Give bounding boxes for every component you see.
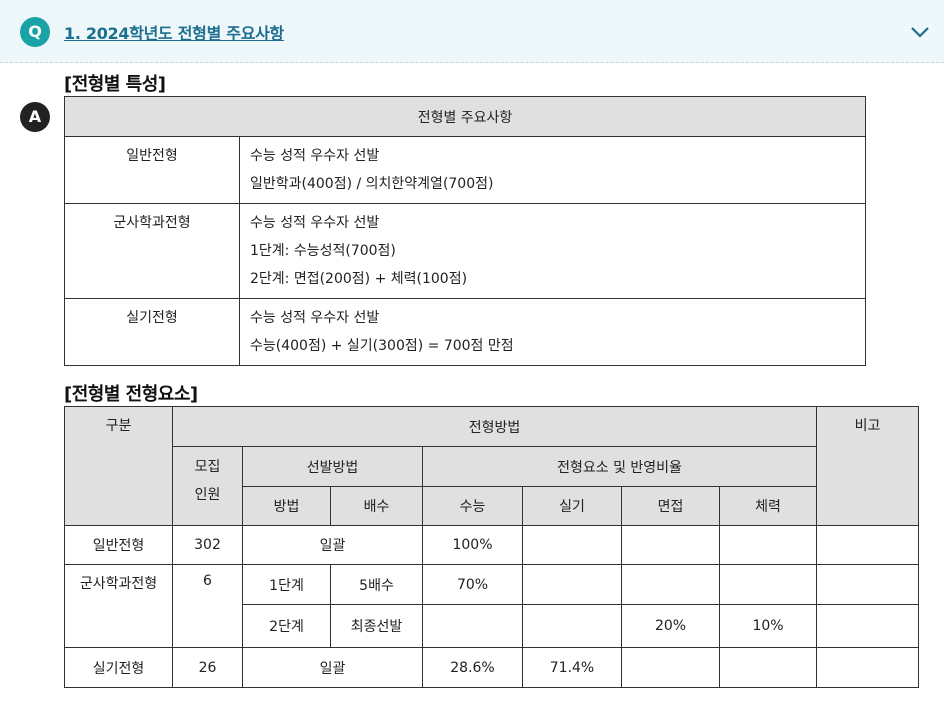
admission-type: 일반전형 — [64, 525, 173, 565]
interview-value — [621, 647, 720, 688]
elements-table: 구분 전형방법 비고 모집 인원 선발방법 전형요소 및 반영비율 방법 배수 … — [64, 406, 920, 688]
header-interview: 면접 — [621, 486, 720, 526]
header-elements: 전형요소 및 반영비율 — [421, 446, 818, 487]
table-row: 실기전형 수능 성적 우수자 선발 수능(400점) + 실기(300점) = … — [64, 298, 866, 366]
suneung-value: 70% — [422, 564, 523, 605]
interview-value — [621, 525, 720, 565]
fitness-value — [718, 525, 818, 565]
header-selection: 선발방법 — [242, 446, 423, 487]
detail-line: 수능 성적 우수자 선발 — [250, 215, 380, 231]
quota-value: 302 — [172, 525, 243, 565]
table-header-row: 전형별 주요사항 — [64, 96, 866, 137]
header-sel-method: 방법 — [242, 486, 331, 526]
admission-type: 군사학과전형 — [64, 564, 173, 648]
interview-value: 20% — [621, 604, 720, 648]
header-gubun: 구분 — [64, 406, 173, 526]
admission-type: 일반전형 — [64, 136, 240, 204]
table-row: 군사학과전형 6 1단계 5배수 70% — [64, 564, 920, 648]
admission-details: 수능 성적 우수자 선발 수능(400점) + 실기(300점) = 700점 … — [239, 298, 866, 366]
table-row: 일반전형 수능 성적 우수자 선발 일반학과(400점) / 의치한약계열(70… — [64, 136, 866, 204]
detail-line: 수능 성적 우수자 선발 — [250, 310, 380, 326]
interview-value — [621, 564, 720, 605]
fitness-value — [718, 564, 818, 605]
detail-line: 일반학과(400점) / 의치한약계열(700점) — [250, 176, 494, 192]
header-suneung: 수능 — [422, 486, 523, 526]
header-multiple: 배수 — [330, 486, 423, 526]
quota-value: 6 — [172, 564, 243, 648]
suneung-value: 28.6% — [422, 647, 523, 688]
quota-value: 26 — [172, 647, 243, 688]
header-fitness: 체력 — [718, 486, 818, 526]
detail-line: 1단계: 수능성적(700점) — [250, 243, 396, 259]
faq-question-header[interactable]: Q 1. 2024학년도 전형별 주요사항 — [0, 0, 944, 63]
table-row: 실기전형 26 일괄 28.6% 71.4% — [64, 647, 920, 688]
suneung-value — [422, 604, 523, 648]
fitness-value: 10% — [718, 604, 818, 648]
selection-method: 1단계 — [242, 564, 331, 605]
selection-method: 일괄 — [242, 525, 423, 565]
header-remark: 비고 — [816, 406, 920, 526]
suneung-value: 100% — [422, 525, 523, 565]
table-header-row: 모집 인원 선발방법 전형요소 및 반영비율 — [65, 446, 919, 526]
remark-value — [816, 647, 920, 688]
table-row: 일반전형 302 일괄 100% — [64, 525, 920, 565]
practical-value — [522, 604, 622, 648]
table-header: 전형별 주요사항 — [64, 96, 866, 137]
characteristics-table: 전형별 주요사항 일반전형 수능 성적 우수자 선발 일반학과(400점) / … — [64, 96, 866, 366]
practical-value — [522, 564, 622, 605]
detail-line: 2단계: 면접(200점) + 체력(100점) — [250, 271, 468, 287]
faq-question-title[interactable]: 1. 2024학년도 전형별 주요사항 — [64, 24, 284, 43]
multiple-value: 최종선발 — [330, 604, 423, 648]
admission-type: 실기전형 — [64, 647, 173, 688]
section-title-characteristics: [전형별 특성] — [64, 74, 166, 95]
table-row: 군사학과전형 수능 성적 우수자 선발 1단계: 수능성적(700점) 2단계:… — [64, 203, 866, 299]
remark-value — [816, 604, 920, 648]
admission-details: 수능 성적 우수자 선발 일반학과(400점) / 의치한약계열(700점) — [239, 136, 866, 204]
practical-value — [522, 525, 622, 565]
practical-value: 71.4% — [522, 647, 622, 688]
header-practical: 실기 — [522, 486, 622, 526]
header-quota: 모집 인원 — [172, 446, 243, 526]
selection-method: 일괄 — [242, 647, 423, 688]
admission-details: 수능 성적 우수자 선발 1단계: 수능성적(700점) 2단계: 면접(200… — [239, 203, 866, 299]
admission-type: 군사학과전형 — [64, 203, 240, 299]
table-row: 2단계 최종선발 20% 10% — [65, 604, 920, 648]
remark-value — [816, 525, 920, 565]
admission-type: 실기전형 — [64, 298, 240, 366]
fitness-value — [718, 647, 818, 688]
table-header-row: 방법 배수 수능 실기 면접 체력 — [65, 486, 919, 526]
section-title-elements: [전형별 전형요소] — [64, 384, 198, 405]
header-quota-line: 모집 — [194, 459, 221, 475]
detail-line: 수능(400점) + 실기(300점) = 700점 만점 — [250, 338, 514, 354]
selection-method: 2단계 — [242, 604, 331, 648]
question-badge: Q — [20, 17, 50, 47]
answer-badge: A — [20, 102, 50, 132]
table-header-row: 구분 전형방법 비고 — [64, 406, 920, 526]
remark-value — [816, 564, 920, 605]
detail-line: 수능 성적 우수자 선발 — [250, 148, 380, 164]
header-quota-line: 인원 — [194, 487, 221, 503]
header-method: 전형방법 — [171, 406, 818, 447]
chevron-down-icon[interactable] — [908, 22, 932, 42]
multiple-value: 5배수 — [330, 564, 423, 605]
